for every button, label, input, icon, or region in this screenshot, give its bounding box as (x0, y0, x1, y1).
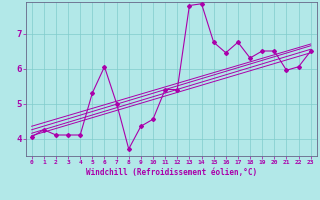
X-axis label: Windchill (Refroidissement éolien,°C): Windchill (Refroidissement éolien,°C) (86, 168, 257, 177)
